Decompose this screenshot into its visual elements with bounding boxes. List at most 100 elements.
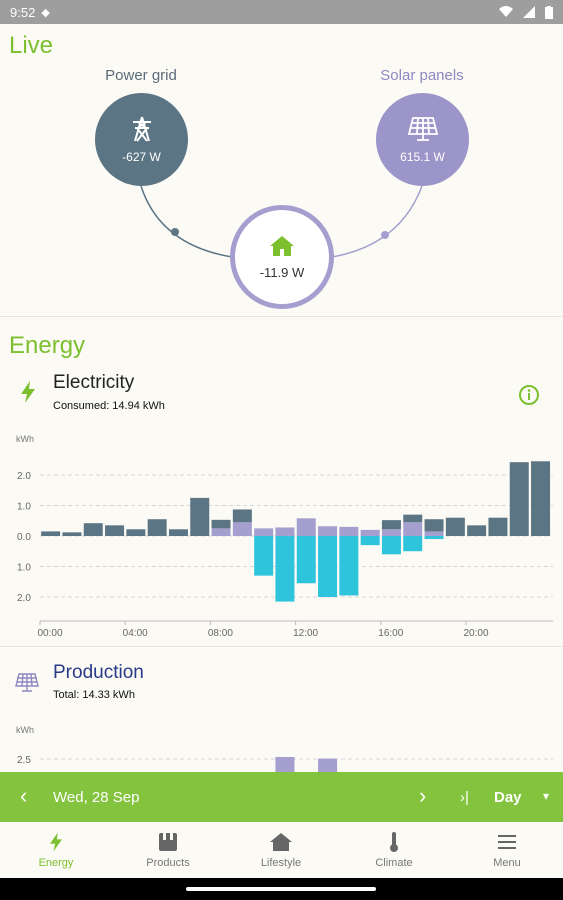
solar-panels-node[interactable]: 615.1 W	[376, 93, 469, 186]
info-icon[interactable]	[518, 384, 540, 406]
nav-lifestyle-label: Lifestyle	[260, 857, 302, 869]
grid-bar	[168, 529, 188, 536]
grid-bar	[381, 520, 401, 530]
grid-bar	[126, 529, 146, 536]
solar-panel-icon	[407, 116, 438, 141]
grid-bar	[190, 497, 210, 536]
grid-bar	[488, 517, 508, 536]
home-node[interactable]: -11.9 W	[230, 205, 334, 309]
gesture-bar	[0, 878, 563, 900]
bottom-navigation: Energy Products Lifestyle Climate Menu	[0, 822, 563, 878]
section-divider	[0, 316, 563, 317]
production-bar	[318, 758, 338, 772]
grid-bar	[105, 525, 125, 536]
live-flow-lines	[140, 185, 423, 258]
power-grid-value: -627 W	[122, 149, 161, 164]
solar-bar	[318, 526, 338, 536]
electricity-title: Electricity	[53, 372, 135, 393]
status-time: 9:52	[10, 4, 36, 20]
chart-divider	[0, 646, 563, 647]
products-icon	[159, 833, 177, 851]
live-title: Live	[9, 32, 54, 59]
y-tick-label: 1.0	[17, 563, 31, 574]
x-tick-label: 04:00	[123, 628, 148, 639]
nav-climate-label: Climate	[375, 857, 413, 869]
x-tick-label: 00:00	[37, 628, 62, 639]
grid-bar	[41, 531, 61, 536]
grid-bar	[211, 519, 231, 529]
electricity-subtitle: Consumed: 14.94 kWh	[53, 400, 165, 412]
battery-icon	[545, 5, 553, 19]
nav-energy-label: Energy	[38, 857, 74, 869]
nav-menu[interactable]: Menu	[451, 822, 563, 878]
solar-bar	[254, 528, 274, 536]
production-title: Production	[53, 662, 144, 683]
grid-flow-dot	[171, 228, 179, 236]
production-subtitle: Total: 14.33 kWh	[53, 689, 135, 701]
grid-bar	[445, 517, 465, 536]
export-bar	[318, 536, 338, 597]
solar-bar	[381, 529, 401, 536]
home-icon	[270, 833, 292, 851]
y-tick-label: 2.0	[17, 471, 31, 482]
date-label[interactable]: Wed, 28 Sep	[53, 789, 140, 806]
export-bar	[424, 536, 444, 540]
wifi-icon	[499, 6, 513, 17]
next-day-button[interactable]: ›	[419, 783, 427, 808]
solar-flow-dot	[381, 231, 389, 239]
power-grid-node[interactable]: -627 W	[95, 93, 188, 186]
y-tick-label: 2.0	[17, 593, 31, 604]
solar-bar	[211, 528, 231, 536]
grid-bar	[531, 461, 551, 536]
export-bar	[403, 536, 423, 552]
status-icons	[499, 5, 553, 19]
signal-icon	[523, 6, 535, 18]
notification-icon: ◆	[41, 6, 50, 19]
nav-products-label: Products	[146, 857, 190, 869]
grid-bar	[403, 514, 423, 523]
export-bar	[360, 536, 380, 546]
home-value: -11.9 W	[259, 264, 305, 280]
date-toolbar: ‹ Wed, 28 Sep › ›| Day ▾	[0, 772, 563, 822]
export-bar	[339, 536, 359, 596]
export-bar	[381, 536, 401, 555]
lightning-icon	[21, 381, 35, 403]
nav-climate[interactable]: Climate	[338, 822, 450, 878]
solar-bar	[275, 527, 295, 536]
nav-lifestyle[interactable]: Lifestyle	[225, 822, 337, 878]
x-tick-label: 16:00	[378, 628, 403, 639]
electricity-chart: kWh 2.0 1.0 0.0 1.0 2.0 00:00 04:00 08:00 12:00 16…	[16, 434, 553, 639]
grid-bar	[83, 523, 103, 536]
status-bar: 9:52 ◆	[0, 0, 563, 24]
y-axis-label: kWh	[16, 725, 34, 735]
thermometer-icon	[390, 832, 398, 852]
last-day-button[interactable]: ›|	[460, 789, 469, 806]
solar-panel-small-icon	[15, 673, 39, 692]
grid-bar	[467, 525, 487, 536]
lightning-icon	[50, 832, 62, 852]
solar-bar	[232, 522, 252, 536]
y-tick-label: 2.5	[17, 755, 31, 766]
production-bar	[275, 757, 295, 772]
y-tick-label: 1.0	[17, 502, 31, 513]
prev-day-button[interactable]: ‹	[20, 783, 28, 808]
export-bar	[275, 536, 295, 602]
x-tick-label: 20:00	[463, 628, 488, 639]
period-select[interactable]: Day	[494, 789, 522, 806]
grid-bar	[424, 519, 444, 532]
export-bar	[254, 536, 274, 576]
energy-title: Energy	[9, 332, 86, 359]
solar-bar	[296, 518, 316, 536]
y-axis-label: kWh	[16, 434, 34, 444]
x-tick-label: 12:00	[293, 628, 318, 639]
nav-products[interactable]: Products	[112, 822, 224, 878]
production-chart: kWh 2.5	[16, 725, 553, 772]
period-dropdown-icon[interactable]: ▾	[543, 789, 550, 803]
nav-energy[interactable]: Energy	[0, 822, 112, 878]
solar-bar	[424, 531, 444, 536]
power-tower-icon	[132, 116, 151, 142]
export-bar	[296, 536, 316, 584]
solar-bar	[403, 522, 423, 536]
grid-bar	[147, 519, 167, 536]
solar-bar	[360, 529, 380, 536]
